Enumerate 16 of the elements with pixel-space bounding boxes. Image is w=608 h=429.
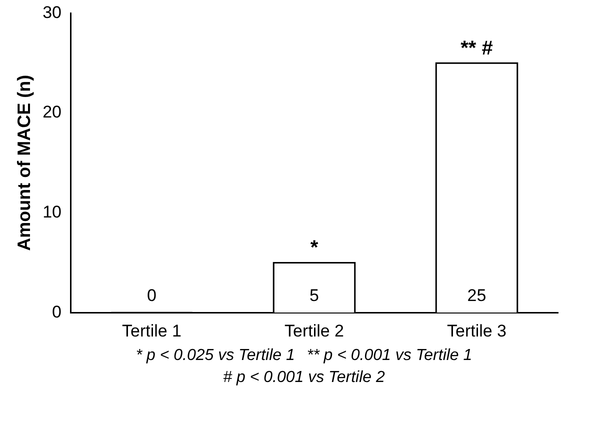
y-tick-label: 10 (42, 202, 62, 222)
text: * p < 0.025 vs Tertile 1 (136, 347, 295, 364)
text: # p < 0.001 vs Tertile 2 (223, 369, 385, 386)
y-axis-title: Amount of MACE (n) (14, 74, 34, 251)
x-tick-label: Tertile 3 (446, 321, 507, 340)
x-tick-label: Tertile 1 (122, 321, 182, 340)
data-label: 0 (147, 286, 156, 305)
y-tick-label: 0 (52, 302, 62, 322)
y-tick-label: 20 (42, 102, 62, 122)
data-label: 5 (310, 286, 319, 305)
text: ** p < 0.001 vs Tertile 1 (306, 347, 472, 364)
y-tick-label: 30 (42, 2, 62, 22)
annotation: * (310, 237, 318, 260)
x-tick-label: Tertile 2 (284, 321, 344, 340)
data-label: 25 (467, 286, 486, 305)
annotation: ** # (460, 38, 493, 60)
